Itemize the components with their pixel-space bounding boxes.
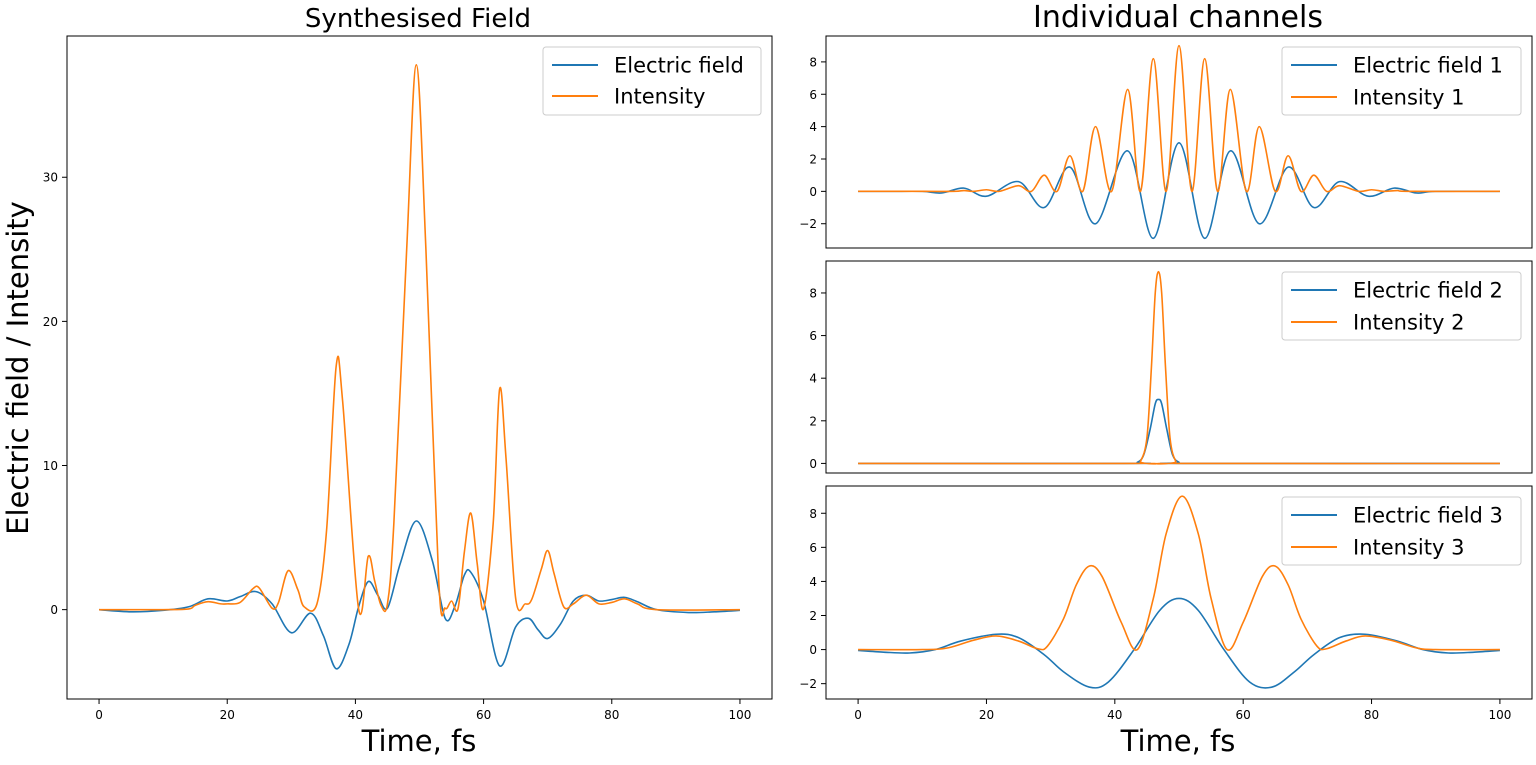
series-line-synth-0 xyxy=(98,520,740,670)
legend-box-ch3 xyxy=(1281,496,1522,566)
x-tick-label-ch3-1: 20 xyxy=(979,708,994,722)
right-panel-title: Individual channels xyxy=(1033,0,1323,35)
left-x-axis-label: Time, fs xyxy=(361,724,477,758)
x-tick-label-synth-2: 40 xyxy=(348,708,363,722)
x-tick-label-synth-3: 60 xyxy=(476,708,491,722)
legend-ch3: Electric field 3 Intensity 3 xyxy=(1281,496,1522,566)
legend-ch1: Electric field 1 Intensity 1 xyxy=(1281,46,1522,116)
y-tick-label-ch3-5: 8 xyxy=(809,507,817,521)
y-tick-label-ch1-0: −2 xyxy=(799,217,817,231)
y-tick-label-ch3-0: −2 xyxy=(799,677,817,691)
series-line-ch3-1 xyxy=(858,495,1500,651)
left-y-axis-label: Electric field / Intensity xyxy=(1,201,35,535)
x-tick-label-synth-0: 0 xyxy=(95,708,103,722)
y-tick-label-synth-1: 10 xyxy=(43,459,58,473)
x-tick-label-ch3-0: 0 xyxy=(854,708,862,722)
y-tick-label-synth-3: 30 xyxy=(43,171,58,185)
axes-frame-ch1 xyxy=(825,35,1533,249)
axes-ch2: 0 2 4 6 8 Electric field 2 Intensity 2 xyxy=(809,260,1533,474)
legend-label-ch3-0: Electric field 3 xyxy=(1353,504,1503,528)
y-tick-label-ch2-2: 4 xyxy=(809,372,817,386)
legend-label-synth-1: Intensity xyxy=(614,85,705,109)
y-tick-label-synth-2: 20 xyxy=(43,315,58,329)
x-tick-label-ch3-5: 100 xyxy=(1488,708,1511,722)
legend-box-ch2 xyxy=(1281,271,1522,341)
right-x-axis-label: Time, fs xyxy=(1120,724,1236,758)
y-tick-label-ch3-1: 0 xyxy=(809,643,817,657)
axes-frame-synth xyxy=(66,35,773,700)
x-tick-label-synth-4: 80 xyxy=(604,708,619,722)
y-tick-label-ch2-3: 6 xyxy=(809,329,817,343)
legend-label-ch1-0: Electric field 1 xyxy=(1353,54,1503,78)
legend-label-ch1-1: Intensity 1 xyxy=(1353,86,1464,110)
legend-ch2: Electric field 2 Intensity 2 xyxy=(1281,271,1522,341)
x-tick-label-ch3-2: 40 xyxy=(1107,708,1122,722)
y-tick-label-ch2-1: 2 xyxy=(809,414,817,428)
y-tick-label-ch3-2: 2 xyxy=(809,609,817,623)
y-tick-label-ch1-1: 0 xyxy=(809,185,817,199)
legend-synth: Electric field Intensity xyxy=(542,46,762,116)
series-line-ch3-0 xyxy=(858,597,1500,689)
series-line-synth-1 xyxy=(99,64,740,617)
legend-label-ch2-1: Intensity 2 xyxy=(1353,311,1464,335)
y-tick-label-ch1-5: 8 xyxy=(809,55,817,69)
series-line-ch2-0 xyxy=(858,398,1500,465)
axes-frame-ch3 xyxy=(825,485,1533,700)
y-tick-label-synth-0: 0 xyxy=(50,603,58,617)
y-tick-label-ch1-4: 6 xyxy=(809,88,817,102)
y-tick-label-ch1-2: 2 xyxy=(809,152,817,166)
x-tick-label-ch3-4: 80 xyxy=(1364,708,1379,722)
y-tick-label-ch2-4: 8 xyxy=(809,286,817,300)
legend-box-ch1 xyxy=(1281,46,1522,116)
left-panel-title: Synthesised Field xyxy=(305,4,531,34)
legend-label-ch3-1: Intensity 3 xyxy=(1353,536,1464,560)
series-line-ch2-1 xyxy=(858,270,1500,465)
axes-ch1: −2 0 2 4 6 8 Electric field 1 Intensity 1 xyxy=(799,35,1533,249)
y-tick-label-ch1-3: 4 xyxy=(809,120,817,134)
series-line-ch1-1 xyxy=(858,44,1500,193)
axes-frame-ch2 xyxy=(825,260,1533,474)
x-tick-label-synth-1: 20 xyxy=(220,708,235,722)
series-line-ch1-0 xyxy=(858,142,1500,240)
x-tick-label-ch3-3: 60 xyxy=(1236,708,1251,722)
axes-ch3: 0 20 40 60 80 100 −2 0 2 4 6 8 Electric field 3 Inten… xyxy=(799,485,1533,722)
y-tick-label-ch2-0: 0 xyxy=(809,457,817,471)
x-tick-label-synth-5: 100 xyxy=(729,708,752,722)
legend-label-ch2-0: Electric field 2 xyxy=(1353,279,1503,303)
legend-label-synth-0: Electric field xyxy=(614,54,744,78)
y-tick-label-ch3-3: 4 xyxy=(809,575,817,589)
y-tick-label-ch3-4: 6 xyxy=(809,541,817,555)
axes-synth: 0 20 40 60 80 100 0 10 20 30 Electric field Intensi… xyxy=(43,35,773,722)
